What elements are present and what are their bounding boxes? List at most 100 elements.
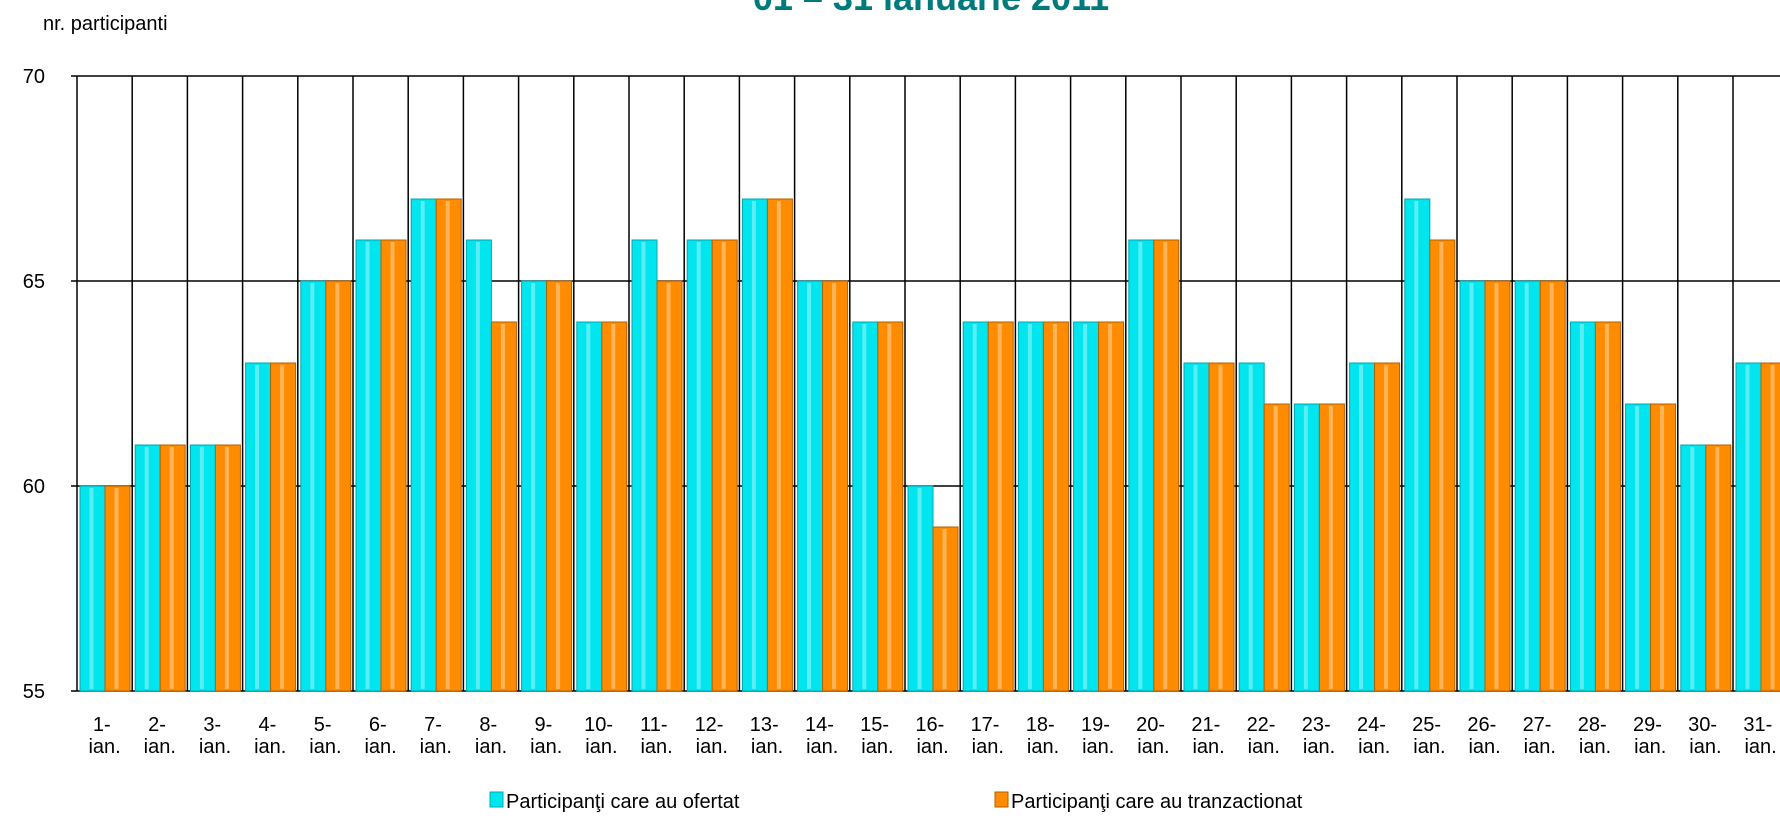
x-tick-label-part: ian. <box>88 736 120 758</box>
bar-highlight <box>641 242 646 689</box>
bar-highlight <box>1027 324 1032 689</box>
legend-label: Participanţi care au ofertat <box>506 791 740 813</box>
bar <box>1349 362 1376 692</box>
bar-highlight <box>997 324 1002 689</box>
bar-highlight <box>89 488 94 689</box>
bar-highlight <box>500 324 505 689</box>
x-tick-label-part: 28- <box>1578 714 1612 736</box>
bar <box>245 362 272 692</box>
bar <box>214 444 241 692</box>
x-tick-label: 7- ian. <box>420 714 452 758</box>
x-tick-label: 25- ian. <box>1412 714 1446 758</box>
bar <box>159 444 186 692</box>
bar <box>1293 403 1320 692</box>
bar-highlight <box>1414 201 1419 689</box>
x-tick-label-part: 3- <box>203 714 226 736</box>
bar-highlight <box>1108 324 1113 689</box>
bar-highlight <box>942 529 947 689</box>
bar-highlight <box>586 324 591 689</box>
x-tick-label: 5- ian. <box>309 714 341 758</box>
x-tick-label: 2- ian. <box>144 714 176 758</box>
x-tick-label-part: 20- <box>1136 714 1170 736</box>
y-axis-title: nr. participanti <box>43 13 168 35</box>
bar <box>1128 239 1155 692</box>
bar-highlight <box>832 283 837 689</box>
x-tick-label-part: 13- <box>750 714 784 736</box>
bar-highlight <box>1218 365 1223 689</box>
bar <box>1042 321 1069 692</box>
bar <box>1183 362 1210 692</box>
x-tick-label-part: ian. <box>1744 736 1776 758</box>
bar-highlight <box>1303 406 1308 689</box>
bar <box>601 321 628 692</box>
bar <box>1735 362 1762 692</box>
x-tick-label-part: ian. <box>1248 736 1280 758</box>
bar-highlight <box>1328 406 1333 689</box>
bar-highlight <box>390 242 395 689</box>
x-tick-label-part: ian. <box>1192 736 1224 758</box>
bar <box>822 280 849 692</box>
bar <box>1429 239 1456 692</box>
x-tick-label-part: ian. <box>640 736 672 758</box>
bar-highlight <box>751 201 756 689</box>
x-tick-label-part: ian. <box>1082 736 1114 758</box>
bar <box>1263 403 1290 692</box>
y-tick-label: 55 <box>23 681 45 703</box>
bar-highlight <box>1439 242 1444 689</box>
bar <box>189 444 216 692</box>
x-tick-label-part: ian. <box>1524 736 1556 758</box>
x-tick-label-part: ian. <box>309 736 341 758</box>
bar-highlight <box>365 242 370 689</box>
bar <box>907 485 934 692</box>
x-tick-label-part: 6- <box>369 714 392 736</box>
bar <box>1625 403 1652 692</box>
bar-highlight <box>475 242 480 689</box>
chart-title: 01 – 31 ianuarie 2011 <box>753 0 1109 18</box>
x-tick-label: 27- ian. <box>1523 714 1557 758</box>
bar-highlight <box>1273 406 1278 689</box>
x-tick-label: 29- ian. <box>1633 714 1667 758</box>
x-tick-label: 1- ian. <box>88 714 120 758</box>
bar-highlight <box>1690 447 1695 689</box>
x-tick-label-part: 10- <box>584 714 618 736</box>
x-tick-label-part: ian. <box>1413 736 1445 758</box>
bar <box>1594 321 1621 692</box>
bar-highlight <box>1469 283 1474 689</box>
x-tick-label: 14- ian. <box>805 714 839 758</box>
bar-highlight <box>1052 324 1057 689</box>
bar <box>1514 280 1541 692</box>
bar <box>1569 321 1596 692</box>
bar <box>1404 198 1431 692</box>
x-tick-label-part: 23- <box>1302 714 1336 736</box>
bar-highlight <box>255 365 260 689</box>
bar-highlight <box>144 447 149 689</box>
x-tick-label: 3- ian. <box>199 714 231 758</box>
x-tick-label: 9- ian. <box>530 714 562 758</box>
x-tick-label-part: ian. <box>1689 736 1721 758</box>
grid <box>71 75 1780 692</box>
bar-highlight <box>1579 324 1584 689</box>
x-tick-label-part: 21- <box>1191 714 1225 736</box>
bar-highlight <box>420 201 425 689</box>
x-tick-label-part: 4- <box>259 714 282 736</box>
bar <box>1760 362 1780 692</box>
x-tick-label: 18- ian. <box>1026 714 1060 758</box>
bar-highlight <box>1384 365 1389 689</box>
x-tick-label-part: 2- <box>148 714 171 736</box>
x-tick-label-part: ian. <box>861 736 893 758</box>
legend-swatch <box>994 791 1009 808</box>
bar-highlight <box>556 283 561 689</box>
x-tick-label: 28- ian. <box>1578 714 1612 758</box>
bar-highlight <box>1248 365 1253 689</box>
bar <box>270 362 297 692</box>
x-tick-label-part: 29- <box>1633 714 1667 736</box>
x-tick-label-part: ian. <box>751 736 783 758</box>
x-tick-label: 30- ian. <box>1688 714 1722 758</box>
x-tick-label-part: 24- <box>1357 714 1391 736</box>
bar <box>410 198 437 692</box>
x-tick-label-part: 8- <box>479 714 502 736</box>
bar-highlight <box>1138 242 1143 689</box>
bar <box>766 198 793 692</box>
x-tick-label: 10- ian. <box>584 714 618 758</box>
